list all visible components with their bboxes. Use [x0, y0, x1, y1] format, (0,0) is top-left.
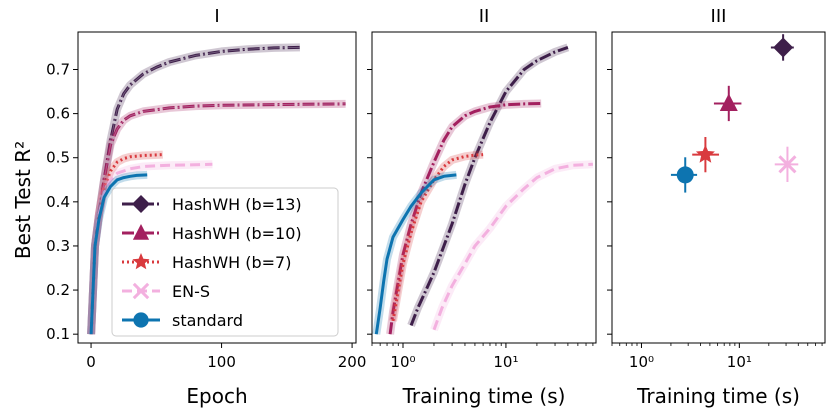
series-line-hashwh13	[409, 45, 569, 326]
plot-frame	[371, 31, 597, 344]
panel-2: II Training time (s) 10⁰ 10¹	[367, 6, 597, 408]
legend-label-hashwh10: HashWH (b=10)	[172, 224, 302, 243]
legend-marker-hashwh7	[132, 253, 150, 270]
x-tick-label: 100	[207, 353, 236, 371]
panel-title: I	[214, 6, 219, 27]
x-axis-label: Training time (s)	[636, 384, 800, 408]
series-band-ens	[430, 160, 594, 332]
y-tick-label: 0.1	[46, 325, 70, 343]
series-line-hashwh7	[89, 153, 163, 335]
point-hashwh7	[695, 144, 715, 163]
series-line-hashwh10	[388, 102, 542, 335]
x-axis-label: Epoch	[186, 384, 247, 408]
legend-marker-ens	[132, 282, 150, 300]
y-tick-label: 0.2	[46, 281, 70, 299]
series-line-hashwh13	[89, 45, 300, 335]
legend-label-ens: EN-S	[172, 282, 210, 301]
legend-marker-hashwh10	[132, 224, 150, 240]
legend-marker-standard	[133, 312, 149, 328]
x-tick-label: 10¹	[493, 353, 518, 371]
y-tick-label: 0.7	[46, 60, 70, 78]
point-ens	[778, 155, 797, 174]
y-axis-label: Best Test R²	[11, 141, 35, 259]
y-tick-label: 0.5	[46, 149, 70, 167]
plot-frame	[77, 31, 357, 344]
legend-label-standard: standard	[172, 311, 243, 330]
series-highlight-hashwh13	[90, 46, 300, 335]
x-tick-label: 0	[86, 353, 96, 371]
panel-title: III	[711, 6, 727, 27]
x-tick-label: 200	[338, 353, 367, 371]
y-tick-label: 0.4	[46, 193, 70, 211]
legend: HashWH (b=13) HashWH (b=10) HashWH (b=7) EN…	[111, 187, 339, 337]
panel-1: I Epoch 0.1 0.2 0.3 0.4 0.5 0.6 0.7 0 100 200	[46, 6, 366, 408]
point-standard	[676, 166, 694, 184]
plot-frame	[611, 31, 826, 344]
series-line-hashwh7	[391, 153, 484, 322]
series-line-ens	[432, 162, 593, 331]
panel-title: II	[479, 6, 490, 27]
y-tick-label: 0.3	[46, 237, 70, 255]
x-tick-label: 10⁰	[390, 353, 415, 371]
point-hashwh10	[719, 93, 738, 111]
legend-label-hashwh7: HashWH (b=7)	[172, 253, 291, 272]
x-tick-label: 10¹	[727, 353, 752, 371]
panel-3: III Training time (s) 10⁰ 10¹	[607, 6, 826, 408]
x-tick-label: 10⁰	[629, 353, 654, 371]
legend-label-hashwh13: HashWH (b=13)	[172, 195, 302, 214]
series-line-standard	[374, 173, 457, 335]
y-tick-label: 0.6	[46, 105, 70, 123]
legend-box	[111, 187, 339, 337]
x-axis-label: Training time (s)	[402, 384, 566, 408]
legend-marker-hashwh13	[132, 195, 150, 213]
point-hashwh13	[773, 37, 794, 58]
series-line-standard	[89, 173, 148, 335]
